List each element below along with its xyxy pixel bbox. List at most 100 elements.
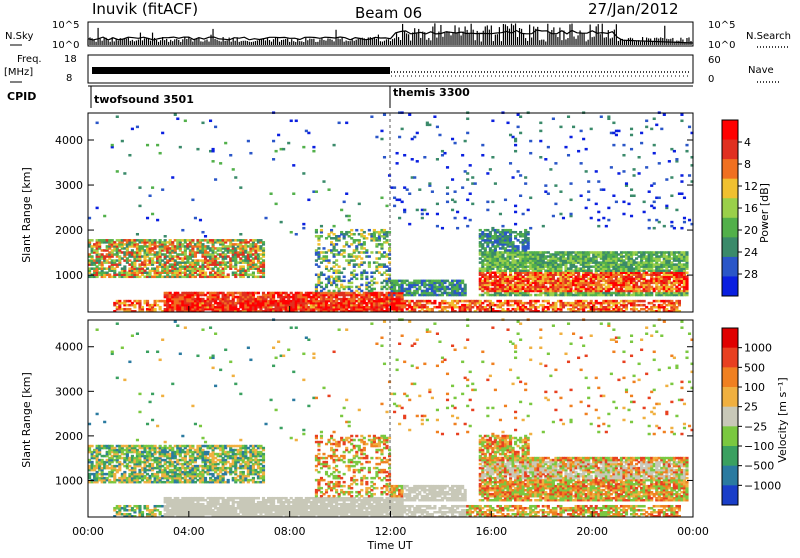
- nave-tick-top: 60: [708, 55, 721, 66]
- date-title: 27/Jan/2012: [588, 0, 679, 18]
- power-cell: [315, 190, 318, 193]
- nsearch-tick-bottom: 10^0: [708, 40, 735, 51]
- power-cell: [302, 223, 305, 226]
- power-cell: [428, 124, 431, 127]
- power-cell: [436, 158, 439, 161]
- power-cell: [262, 247, 265, 250]
- power-cell: [196, 148, 199, 151]
- power-cell: [393, 205, 396, 208]
- power-cell: [287, 142, 290, 145]
- power-cell: [365, 237, 368, 240]
- power-cell: [436, 213, 439, 216]
- power-cell: [350, 286, 353, 289]
- power-cell: [121, 140, 124, 143]
- power-cell: [529, 152, 532, 155]
- power-cell: [554, 162, 557, 165]
- power-cell: [320, 225, 323, 228]
- power-cell: [380, 197, 383, 200]
- power-cell: [569, 199, 572, 202]
- power-cell: [585, 148, 588, 151]
- power-cell: [486, 172, 489, 175]
- power-cell: [423, 156, 426, 159]
- power-cell: [411, 158, 414, 161]
- power-cell: [519, 115, 522, 118]
- power-cell: [537, 300, 540, 303]
- power-cell: [116, 170, 119, 173]
- power-cell: [554, 203, 557, 206]
- power-cell: [622, 144, 625, 147]
- power-cell: [96, 207, 99, 210]
- power-cell: [146, 217, 149, 220]
- power-cell: [322, 247, 325, 250]
- power-cell: [385, 205, 388, 208]
- power-cell: [138, 205, 141, 208]
- power-cell: [302, 172, 305, 175]
- freq-thick-band: [92, 67, 390, 74]
- power-cell: [514, 205, 517, 208]
- power-cell: [365, 249, 368, 252]
- power-cell: [191, 199, 194, 202]
- power-cell: [630, 128, 633, 131]
- power-cell: [282, 148, 285, 151]
- power-cell: [524, 176, 527, 179]
- power-cell: [96, 122, 99, 125]
- power-cell: [504, 199, 507, 202]
- power-cell: [491, 156, 494, 159]
- power-cell: [338, 122, 341, 125]
- power-cell: [146, 300, 149, 303]
- power-cell: [290, 120, 293, 123]
- power-cell: [446, 186, 449, 189]
- power-cell: [138, 300, 141, 303]
- power-cell: [401, 128, 404, 131]
- power-cell: [91, 239, 94, 242]
- power-cell: [454, 142, 457, 145]
- power-cell: [527, 231, 530, 234]
- power-cell: [201, 122, 204, 125]
- power-cell: [252, 271, 255, 274]
- power-cell: [212, 160, 215, 163]
- power-cell: [239, 186, 242, 189]
- power-cell: [353, 233, 356, 236]
- power-cell: [343, 267, 346, 270]
- power-cell: [597, 180, 600, 183]
- power-cell: [383, 156, 386, 159]
- power-cell: [524, 182, 527, 185]
- power-cell: [224, 142, 227, 145]
- power-cell: [270, 192, 273, 195]
- power-cell: [461, 154, 464, 157]
- power-cell: [176, 118, 179, 121]
- power-cell: [559, 213, 562, 216]
- power-cell: [605, 225, 608, 228]
- power-cell: [456, 227, 459, 230]
- power-cell: [149, 194, 152, 197]
- power-cell: [355, 278, 358, 281]
- nsky-tick-bottom: 10^0: [52, 40, 79, 51]
- power-cell: [307, 132, 310, 135]
- power-cell: [358, 239, 361, 242]
- power-cell: [466, 178, 469, 181]
- power-cell: [111, 144, 114, 147]
- freq-unit: [MHz]: [4, 67, 33, 78]
- power-cell: [360, 257, 363, 260]
- power-cell: [474, 182, 477, 185]
- power-cell: [335, 284, 338, 287]
- power-cell: [585, 207, 588, 210]
- power-cell: [214, 178, 217, 181]
- power-cell: [151, 186, 154, 189]
- power-cell: [461, 280, 464, 283]
- power-cell: [403, 154, 406, 157]
- power-cell: [320, 229, 323, 232]
- power-cell: [607, 115, 610, 118]
- power-cell: [327, 259, 330, 262]
- power-cell: [159, 152, 162, 155]
- power-cell: [302, 227, 305, 230]
- power-cell: [633, 174, 636, 177]
- power-cell: [363, 241, 366, 244]
- power-cell: [466, 118, 469, 121]
- power-cell: [547, 300, 550, 303]
- power-cell: [585, 170, 588, 173]
- power-cell: [365, 271, 368, 274]
- power-cell: [607, 219, 610, 222]
- power-cell: [436, 203, 439, 206]
- power-cell: [343, 201, 346, 204]
